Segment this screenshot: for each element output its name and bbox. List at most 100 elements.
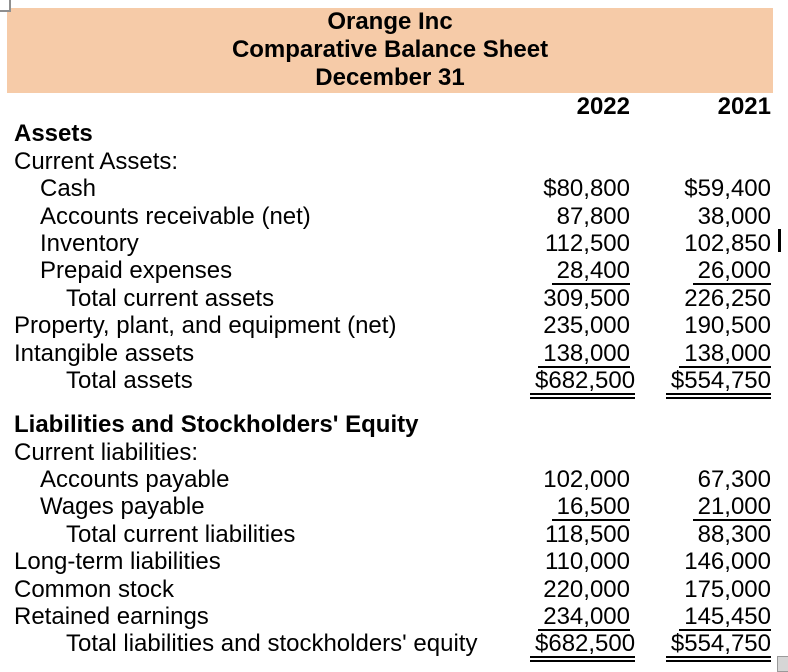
- value-2022: [530, 411, 647, 438]
- value-2021: $554,750: [647, 367, 788, 399]
- clipped-cell-corner-top-left: [0, 0, 11, 12]
- table-row: Total current assets 309,500 226,250: [0, 285, 788, 312]
- table-row: Total current liabilities 118,500 88,300: [0, 521, 788, 548]
- value-2021: 26,000: [647, 257, 788, 286]
- column-header-2022: 2022: [576, 93, 630, 120]
- column-header-2021: 2021: [717, 93, 771, 120]
- table-row: Total liabilities and stockholders' equi…: [0, 630, 788, 663]
- table-row: Retained earnings 234,000 145,450: [0, 603, 788, 632]
- value-2021: 146,000: [647, 548, 788, 575]
- report-header-band: Orange Inc Comparative Balance Sheet Dec…: [7, 8, 773, 93]
- row-label: Total current liabilities: [66, 520, 296, 548]
- cell-value: 102,000: [543, 466, 630, 494]
- value-2022: $80,800: [530, 175, 647, 202]
- cell-value: 110,000: [545, 548, 630, 576]
- report-title: Comparative Balance Sheet: [231, 36, 549, 63]
- row-label: Accounts payable: [40, 466, 230, 494]
- cell-value: 220,000: [543, 575, 630, 603]
- value-2021: $554,750: [647, 630, 788, 663]
- clipped-cell-corner-bottom-right: [777, 656, 788, 672]
- table-row: Cash $80,800 $59,400: [0, 175, 788, 202]
- value-2021: [647, 439, 788, 466]
- cell-value: 21,000: [692, 494, 771, 522]
- row-label: Accounts receivable (net): [40, 202, 311, 230]
- cell-value: 102,850: [684, 229, 771, 257]
- table-row: Intangible assets 138,000 138,000: [0, 339, 788, 368]
- value-2021: 102,850: [647, 230, 788, 257]
- cell-value: 28,400: [551, 258, 630, 286]
- cell-value: 16,500: [551, 494, 630, 522]
- table-row: Total assets $682,500 $554,750: [0, 366, 788, 399]
- cell-value: 145,450: [679, 604, 771, 632]
- row-label: Liabilities and Stockholders' Equity: [14, 411, 419, 439]
- value-2022: [530, 148, 647, 175]
- value-2022: [530, 439, 647, 466]
- row-label: Intangible assets: [14, 339, 195, 367]
- value-2022: 16,500: [530, 493, 647, 522]
- value-2021: [647, 148, 788, 175]
- cell-cursor-artifact: [778, 229, 781, 252]
- value-2022: 112,500: [530, 230, 647, 257]
- cell-value: 67,300: [697, 466, 771, 494]
- value-2022: 235,000: [530, 312, 647, 339]
- row-label: Long-term liabilities: [14, 548, 221, 576]
- cell-value: 138,000: [538, 341, 630, 368]
- table-row: Property, plant, and equipment (net) 235,…: [0, 312, 788, 339]
- table-row: Inventory 112,500 102,850: [0, 230, 788, 257]
- table-row: Current Assets:: [0, 148, 788, 175]
- cell-value: 226,250: [684, 284, 771, 312]
- cell-value: 88,300: [697, 520, 771, 548]
- cell-value: 309,500: [543, 284, 630, 312]
- value-2022: 138,000: [530, 340, 647, 368]
- table-row: Assets: [0, 120, 788, 147]
- row-label: Current liabilities:: [14, 438, 199, 466]
- value-2021: 88,300: [647, 521, 788, 548]
- value-2022: [530, 120, 647, 147]
- cell-value: 175,000: [684, 575, 771, 603]
- table-row: Liabilities and Stockholders' Equity: [0, 411, 788, 438]
- row-label: Wages payable: [40, 493, 205, 521]
- value-2022: 220,000: [530, 576, 647, 603]
- cell-value: $682,500: [530, 368, 636, 399]
- cell-value: 146,000: [684, 548, 771, 576]
- value-2021: [647, 411, 788, 438]
- cell-value: 38,000: [697, 202, 771, 230]
- cell-value: $554,750: [665, 368, 771, 399]
- cell-value: $682,500: [530, 631, 636, 663]
- report-date: December 31: [315, 64, 465, 91]
- cell-value: 190,500: [684, 312, 771, 340]
- row-label: Total current assets: [66, 284, 275, 312]
- cell-value: 118,500: [545, 520, 630, 548]
- value-2021: [647, 120, 788, 147]
- row-label: Cash: [40, 175, 97, 203]
- cell-value: 234,000: [538, 604, 630, 632]
- cell-value: 235,000: [543, 312, 630, 340]
- value-2021: 190,500: [647, 312, 788, 339]
- value-2021: 145,450: [647, 603, 788, 632]
- value-2022: 87,800: [530, 203, 647, 230]
- value-2021: 226,250: [647, 285, 788, 312]
- table-row: Current liabilities:: [0, 439, 788, 466]
- cell-value: 26,000: [692, 258, 771, 286]
- cell-value: 138,000: [679, 341, 771, 368]
- row-label: Assets: [14, 120, 93, 148]
- row-label: Current Assets:: [14, 147, 179, 175]
- row-label: Retained earnings: [14, 603, 209, 631]
- table-row: Accounts payable 102,000 67,300: [0, 466, 788, 493]
- balance-sheet-table: 2022 2021 Assets Current Assets: Cash $80,8…: [0, 93, 788, 663]
- value-2021: 38,000: [647, 203, 788, 230]
- row-label: Property, plant, and equipment (net): [14, 312, 397, 340]
- cell-value: $80,800: [543, 175, 630, 203]
- column-header-row: 2022 2021: [0, 93, 788, 120]
- value-2021: 21,000: [647, 493, 788, 522]
- cell-value: 112,500: [545, 229, 630, 257]
- cell-value: $59,400: [684, 175, 771, 203]
- value-2021: 67,300: [647, 466, 788, 493]
- row-label: Total assets: [66, 366, 193, 394]
- value-2022: $682,500: [530, 367, 647, 399]
- value-2022: 118,500: [530, 521, 647, 548]
- value-2022: 102,000: [530, 466, 647, 493]
- table-body: Assets Current Assets: Cash $80,800 $59,400 A…: [0, 120, 788, 663]
- row-label: Prepaid expenses: [40, 257, 233, 285]
- row-label: Inventory: [40, 229, 139, 257]
